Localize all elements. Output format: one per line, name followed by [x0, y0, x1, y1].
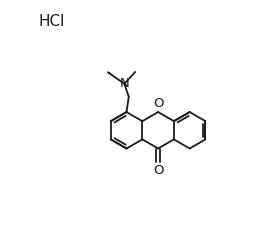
Text: N: N: [119, 77, 129, 90]
Text: O: O: [153, 164, 163, 177]
Text: HCl: HCl: [38, 14, 64, 29]
Text: O: O: [153, 97, 163, 110]
